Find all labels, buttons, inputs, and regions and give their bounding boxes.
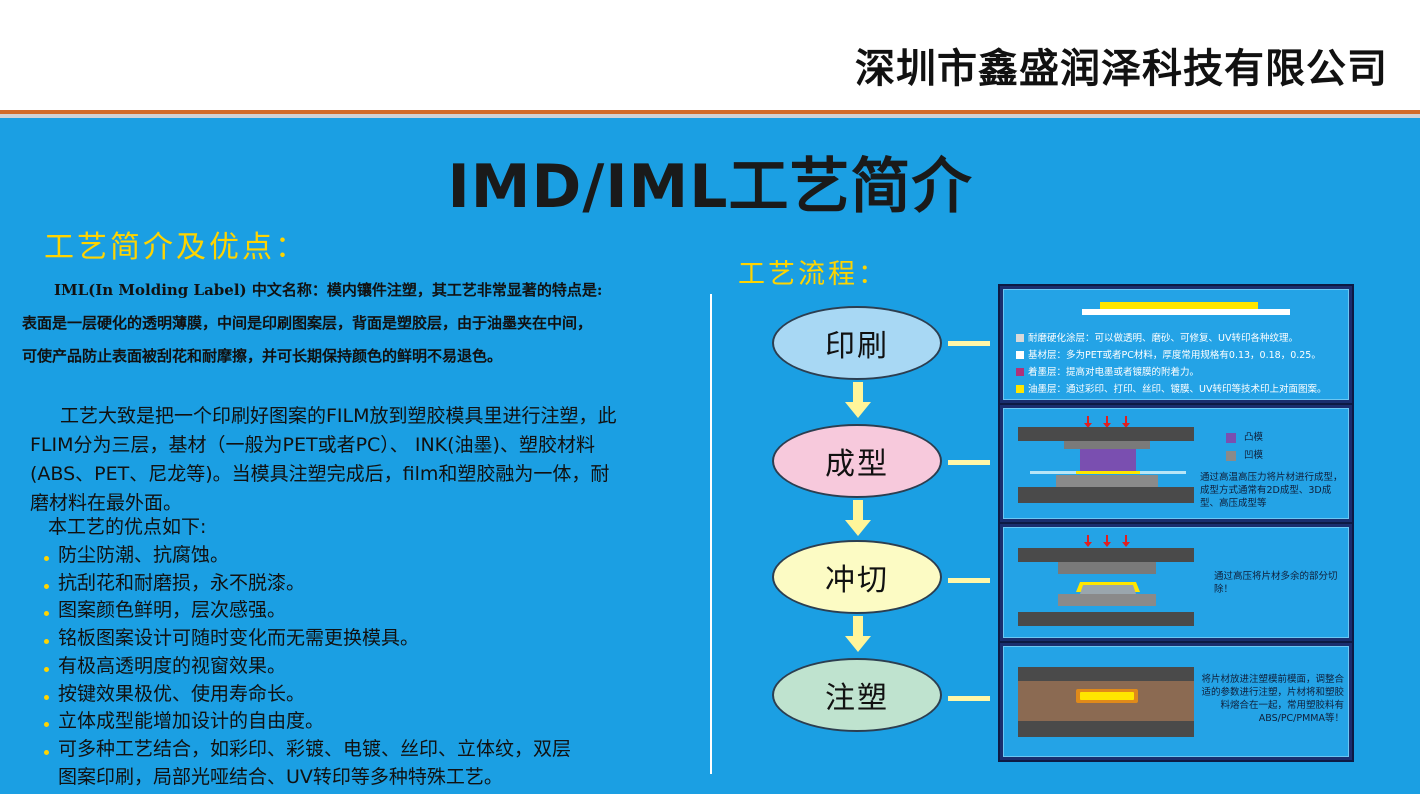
header-divider-shadow (0, 114, 1420, 118)
forming-description: 通过高温高压力将片材进行成型，成型方式通常有2D成型、3D成型、高压成型等 (1200, 472, 1343, 509)
swatch-icon (1016, 351, 1024, 359)
advantage-text: 立体成型能增加设计的自由度。 (58, 710, 325, 733)
cutting-panel: 通过高压将片材多余的部分切除！ (998, 522, 1354, 643)
arrow-down-icon (845, 616, 871, 652)
list-item: 图案颜色鲜明，层次感强。 (44, 597, 704, 625)
cutting-description: 通过高压将片材多余的部分切除！ (1214, 571, 1338, 595)
step-cutting-oval: 冲切 (772, 540, 942, 614)
column-divider (710, 294, 712, 774)
advantage-text: 防尘防潮、抗腐蚀。 (58, 544, 230, 566)
layer-text: 着墨层：提高对电墨或者镀膜的附着力。 (1028, 367, 1200, 378)
advantages-list: 防尘防潮、抗腐蚀。 抗刮花和耐磨损，永不脱漆。 图案颜色鲜明，层次感强。 铭板图… (44, 542, 704, 791)
list-item: 铭板图案设计可随时变化而无需更换模具。 (44, 625, 704, 653)
legend-label: 凸模 (1244, 432, 1264, 443)
list-item: 有极高透明度的视窗效果。 (44, 653, 704, 681)
step-label: 成型 (825, 447, 889, 482)
bullet-icon (44, 556, 49, 561)
injection-mold-illustration (1018, 667, 1194, 737)
bullet-icon (44, 639, 49, 645)
header-divider (0, 110, 1420, 114)
layer-text: 基材层：多为PET或者PC材料，厚度常用规格有0.13，0.18，0.25。 (1028, 350, 1321, 361)
swatch-icon (1016, 334, 1024, 342)
company-name: 深圳市鑫盛润泽科技有限公司 (855, 46, 1388, 92)
cutting-mold-illustration (1018, 535, 1194, 626)
flow-heading: 工艺流程： (738, 259, 888, 290)
main-content: IMD/IML工艺简介 工艺简介及优点： IML(In Molding Labe… (0, 118, 1420, 794)
advantage-text: 可多种工艺结合，如彩印、彩镀、电镀、丝印、立体纹，双层 (58, 737, 572, 760)
intro-line: IML(In Molding Label) 中文名称：模内镶件注塑，其工艺非常显… (54, 281, 603, 299)
layer-legend-row: 基材层：多为PET或者PC材料，厚度常用规格有0.13，0.18，0.25。 (1016, 347, 1321, 361)
layer-legend-row: 油墨层：通过彩印、打印、丝印、镀膜、UV转印等技术印上对面图案。 (1016, 381, 1326, 395)
molding-panel: 将片材放进注塑模前模面，调整合适的参数进行注塑，片材将和塑胶料熔合在一起，常用塑… (998, 641, 1354, 762)
bullet-icon (44, 749, 49, 755)
advantage-text: 铭板图案设计可随时变化而无需更换模具。 (58, 627, 420, 650)
molding-description: 将片材放进注塑模前模面，调整合适的参数进行注塑，片材将和塑胶料熔合在一起，常用塑… (1201, 674, 1344, 724)
step-label: 冲切 (825, 563, 889, 598)
panel-body: 耐磨硬化涂层：可以做透明、磨砂、可修复、UV转印各种纹理。 基材层：多为PET或… (1003, 289, 1349, 400)
bullet-icon (44, 722, 49, 728)
page-title: IMD/IML工艺简介 (447, 152, 973, 222)
advantages-heading: 本工艺的优点如下: (48, 516, 207, 538)
arrow-down-icon (845, 500, 871, 536)
panel-body: 将片材放进注塑模前模面，调整合适的参数进行注塑，片材将和塑胶料熔合在一起，常用塑… (1003, 646, 1349, 757)
description-line: FLIM分为三层，基材（一般为PET或者PC）、 INK(油墨)、塑胶材料 (30, 434, 595, 456)
forming-panel: 凸模 凹模 通过高温高压力将片材进行成型，成型方式通常有2D成型、3D成型、高压… (998, 403, 1354, 524)
swatch-icon (1016, 368, 1024, 376)
step-label: 注塑 (825, 681, 889, 716)
panel-body: 凸模 凹模 通过高温高压力将片材进行成型，成型方式通常有2D成型、3D成型、高压… (1003, 408, 1349, 519)
bullet-icon (44, 694, 49, 700)
description-line: 磨材料在最外面。 (30, 492, 183, 514)
process-description: 工艺大致是把一个印刷好图案的FILM放到塑胶模具里进行注塑，此 FLIM分为三层… (30, 402, 690, 518)
intro-line: 可使产品防止表面被刮花和耐摩擦，并可长期保持颜色的鲜明不易退色。 (22, 347, 503, 365)
advantage-text: 抗刮花和耐磨损，永不脱漆。 (58, 571, 306, 594)
list-item: 抗刮花和耐磨损，永不脱漆。 (44, 570, 704, 598)
advantage-text: 按键效果极优、使用寿命长。 (58, 682, 306, 705)
intro-heading: 工艺简介及优点： (44, 230, 308, 265)
intro-line: 表面是一层硬化的透明薄膜，中间是印刷图案层，背面是塑胶层，由于油墨夹在中间， (22, 314, 593, 332)
list-item: 防尘防潮、抗腐蚀。 (44, 542, 704, 570)
description-line: 工艺大致是把一个印刷好图案的FILM放到塑胶模具里进行注塑，此 (60, 405, 617, 427)
arrow-down-icon (845, 382, 871, 418)
intro-text: IML(In Molding Label) 中文名称：模内镶件注塑，其工艺非常显… (22, 274, 712, 373)
layer-legend-row: 着墨层：提高对电墨或者镀膜的附着力。 (1016, 364, 1199, 378)
bullet-icon (44, 666, 49, 672)
description-line: (ABS、PET、尼龙等)。当模具注塑完成后，film和塑胶融为一体，耐 (30, 463, 610, 485)
step-molding-oval: 注塑 (772, 658, 942, 732)
layer-stack-illustration (1082, 302, 1290, 315)
layer-text: 耐磨硬化涂层：可以做透明、磨砂、可修复、UV转印各种纹理。 (1028, 333, 1298, 344)
advantage-text: 图案颜色鲜明，层次感强。 (58, 599, 287, 622)
list-item: 按键效果极优、使用寿命长。 (44, 681, 704, 709)
step-print-oval: 印刷 (772, 306, 942, 380)
header: 深圳市鑫盛润泽科技有限公司 (0, 0, 1420, 112)
list-item: 可多种工艺结合，如彩印、彩镀、电镀、丝印、立体纹，双层 图案印刷，局部光哑结合、… (44, 736, 704, 791)
advantage-text: 有极高透明度的视窗效果。 (58, 654, 287, 677)
printing-layers-panel: 耐磨硬化涂层：可以做透明、磨砂、可修复、UV转印各种纹理。 基材层：多为PET或… (998, 284, 1354, 405)
forming-mold-illustration (1018, 416, 1236, 503)
layer-text: 油墨层：通过彩印、打印、丝印、镀膜、UV转印等技术印上对面图案。 (1028, 384, 1327, 395)
step-forming-oval: 成型 (772, 424, 942, 498)
connector-dash (948, 578, 990, 583)
list-item: 立体成型能增加设计的自由度。 (44, 708, 704, 736)
connector-dash (948, 460, 990, 465)
bullet-icon (44, 611, 49, 617)
layer-legend-row: 耐磨硬化涂层：可以做透明、磨砂、可修复、UV转印各种纹理。 (1016, 330, 1298, 344)
legend-label: 凹模 (1244, 450, 1264, 461)
bullet-icon (44, 583, 49, 589)
advantage-text-continued: 图案印刷，局部光哑结合、UV转印等多种特殊工艺。 (58, 765, 503, 788)
swatch-icon (1016, 385, 1024, 393)
panel-body: 通过高压将片材多余的部分切除！ (1003, 527, 1349, 638)
step-label: 印刷 (825, 329, 889, 364)
connector-dash (948, 341, 990, 346)
connector-dash (948, 696, 990, 701)
